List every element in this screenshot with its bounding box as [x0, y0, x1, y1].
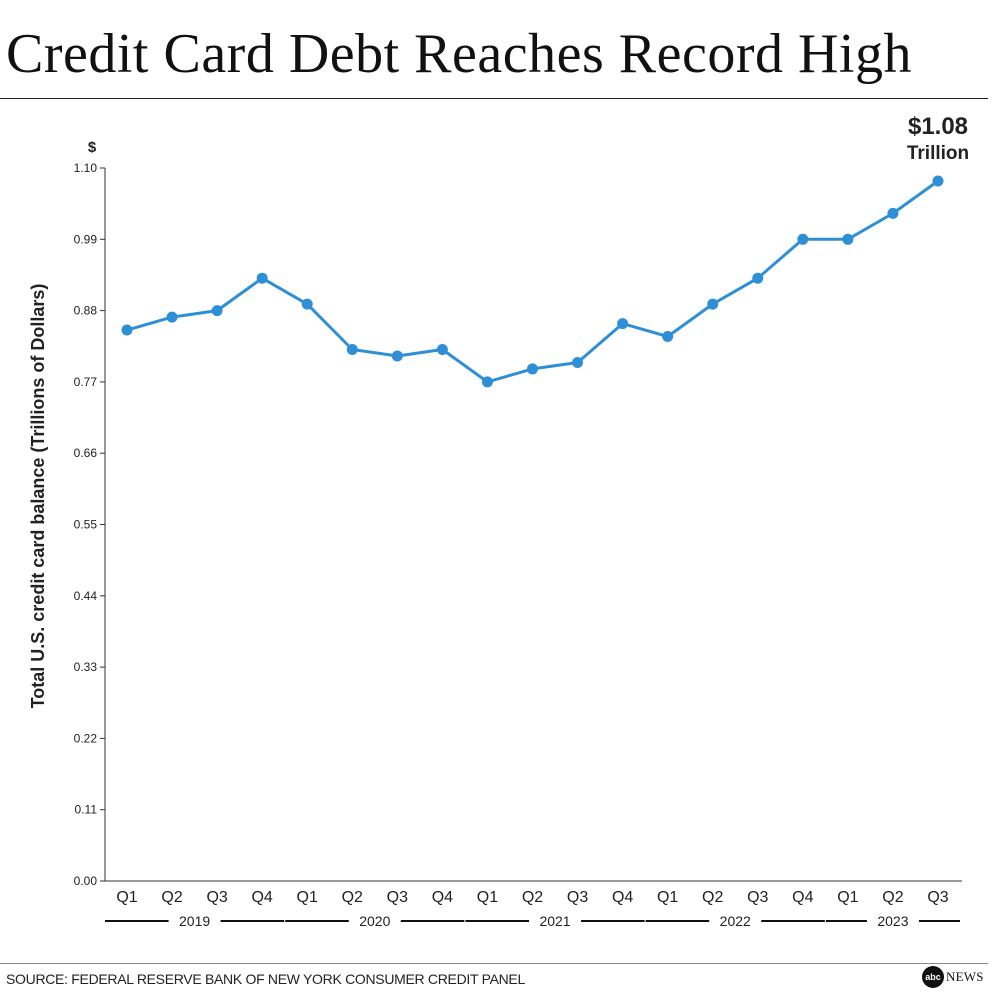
callout-value: $1.08 [908, 113, 968, 140]
source-note: SOURCE: FEDERAL RESERVE BANK OF NEW YORK… [6, 971, 525, 987]
data-point [662, 331, 674, 343]
x-tick-label: Q3 [927, 889, 948, 906]
title-divider [0, 98, 988, 99]
x-tick-label: Q2 [882, 889, 903, 906]
data-point [166, 311, 178, 323]
abc-logo-mark: abc [922, 966, 944, 988]
data-point [797, 233, 809, 245]
x-tick-label: Q4 [792, 889, 813, 906]
x-tick-label: Q3 [387, 889, 408, 906]
data-point [481, 376, 493, 388]
year-group-label: 2019 [179, 913, 210, 929]
y-tick-label: 0.33 [74, 660, 98, 674]
y-tick-label: 0.55 [74, 518, 98, 532]
data-point [256, 272, 268, 284]
abc-news-logo: abc NEWS [922, 966, 984, 988]
data-point [301, 298, 313, 310]
x-tick-label: Q1 [116, 889, 137, 906]
x-tick-label: Q3 [206, 889, 227, 906]
year-group-label: 2022 [720, 913, 751, 929]
data-point [707, 298, 719, 310]
x-tick-label: Q2 [342, 889, 363, 906]
x-tick-label: Q4 [251, 889, 272, 906]
data-point [887, 207, 899, 219]
y-tick-label: 0.11 [75, 803, 98, 817]
x-tick-label: Q1 [657, 889, 678, 906]
y-tick-label: 0.88 [74, 304, 98, 318]
y-tick-label: 0.22 [74, 731, 98, 745]
data-point [211, 305, 223, 317]
y-tick-label: 0.77 [74, 375, 98, 389]
y-tick-label: 0.66 [74, 446, 98, 460]
data-point [527, 363, 538, 375]
data-point [436, 343, 448, 355]
y-tick-label: 1.10 [74, 161, 98, 175]
data-point [572, 356, 584, 368]
data-point [752, 272, 764, 284]
news-wordmark: NEWS [946, 969, 984, 984]
x-tick-label: Q1 [477, 889, 498, 906]
x-tick-label: Q1 [837, 889, 858, 906]
year-group-label: 2020 [359, 913, 390, 929]
x-tick-label: Q1 [297, 889, 318, 906]
data-point [391, 350, 403, 362]
chart-title: Credit Card Debt Reaches Record High [6, 23, 912, 85]
data-point [346, 343, 358, 355]
x-tick-label: Q4 [432, 889, 453, 906]
x-tick-label: Q2 [702, 889, 723, 906]
data-point [617, 318, 629, 330]
data-point [121, 324, 133, 336]
x-tick-label: Q3 [567, 889, 588, 906]
callout-unit: Trillion [907, 143, 969, 164]
x-tick-label: Q4 [612, 889, 633, 906]
x-tick-label: Q2 [161, 889, 182, 906]
y-unit-label: $ [88, 139, 97, 156]
data-point [842, 233, 854, 245]
y-tick-label: 0.99 [74, 232, 98, 246]
footer-divider [0, 963, 988, 964]
year-group-label: 2021 [539, 913, 570, 929]
year-group-label: 2023 [877, 913, 908, 929]
x-tick-label: Q3 [747, 889, 768, 906]
data-point [932, 175, 944, 187]
series-line [126, 179, 939, 384]
y-axis-title: Total U.S. credit card balance (Trillion… [28, 284, 48, 709]
y-tick-label: 0.00 [74, 874, 98, 888]
y-tick-label: 0.44 [74, 589, 98, 603]
x-tick-label: Q2 [522, 889, 543, 906]
